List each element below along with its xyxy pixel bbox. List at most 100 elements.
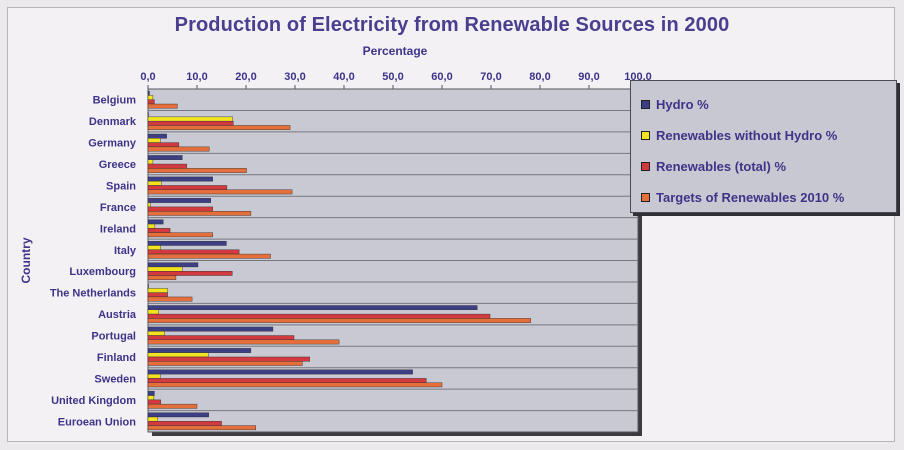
bar	[147, 335, 295, 341]
bar	[147, 138, 161, 143]
bar	[147, 253, 271, 259]
chart-title: Production of Electricity from Renewable…	[174, 14, 730, 36]
legend-label-renewables-without-hydro: Renewables without Hydro %	[656, 128, 838, 143]
bar	[147, 241, 227, 246]
bar	[147, 271, 233, 276]
bar	[147, 219, 164, 225]
legend-label-renewables-total: Renewables (total) %	[656, 159, 787, 174]
bar	[147, 348, 252, 353]
x-tick-label: 20,0	[235, 71, 256, 83]
bar	[147, 378, 427, 383]
bar	[147, 356, 310, 362]
legend-item-renewables-total: Renewables (total) %	[641, 151, 896, 182]
bar	[147, 369, 413, 375]
bar	[147, 228, 171, 233]
x-tick-label: 60,0	[431, 71, 452, 83]
legend-swatch-renewables-total	[641, 162, 650, 171]
x-tick-label: 50,0	[382, 71, 403, 83]
chart-legend: Hydro % Renewables without Hydro % Renew…	[630, 80, 897, 213]
bar	[147, 103, 178, 109]
legend-swatch-renewables-without-hydro	[641, 131, 650, 140]
bar	[147, 180, 162, 186]
bar	[147, 399, 161, 405]
bar	[147, 99, 155, 105]
bar	[147, 163, 187, 169]
category-label: Denmark	[89, 116, 137, 128]
bar	[147, 352, 209, 358]
bar	[147, 116, 233, 122]
bar	[147, 168, 247, 173]
x-tick-label: 90,0	[578, 71, 599, 83]
bar	[147, 223, 156, 229]
bar	[147, 159, 154, 165]
bar	[147, 125, 291, 130]
category-label: United Kingdom	[51, 395, 136, 407]
bar	[147, 95, 154, 100]
legend-item-hydro: Hydro %	[641, 89, 896, 120]
category-label: France	[100, 202, 136, 214]
bar	[147, 275, 177, 280]
category-label: Austria	[98, 309, 137, 321]
bar	[147, 373, 161, 379]
category-label: Finland	[97, 352, 136, 364]
bar	[147, 146, 210, 152]
bar	[147, 120, 234, 126]
bar	[147, 395, 155, 401]
bar	[147, 292, 168, 298]
bar	[147, 262, 199, 268]
bar	[147, 288, 168, 293]
category-label: Italy	[114, 245, 137, 257]
bar	[147, 331, 165, 336]
x-tick-label: 10,0	[186, 71, 207, 83]
x-axis-title: Percentage	[362, 44, 428, 58]
bar	[147, 412, 209, 418]
legend-label-hydro: Hydro %	[656, 97, 709, 112]
category-label: Germany	[88, 138, 137, 150]
legend-label-targets-2010: Targets of Renewables 2010 %	[656, 190, 845, 205]
bar	[147, 202, 151, 208]
bar	[147, 189, 293, 195]
bar	[147, 382, 443, 388]
x-tick-label: 80,0	[529, 71, 550, 83]
category-label: Euroean Union	[58, 416, 137, 428]
bar	[147, 425, 257, 431]
bar	[147, 206, 213, 212]
bar	[147, 266, 183, 272]
category-label: Luxembourg	[69, 266, 136, 278]
bar	[147, 176, 213, 182]
bar	[147, 309, 159, 315]
bar	[147, 305, 478, 311]
category-label: The Netherlands	[50, 288, 136, 300]
bar	[147, 90, 150, 96]
category-label: Spain	[106, 180, 136, 192]
bar	[147, 249, 240, 255]
x-tick-label: 70,0	[480, 71, 501, 83]
bar	[147, 421, 222, 426]
bar	[147, 326, 274, 332]
bar	[147, 155, 183, 160]
legend-item-targets-2010: Targets of Renewables 2010 %	[641, 182, 896, 213]
bar	[147, 198, 211, 203]
bar	[147, 403, 198, 409]
bar	[147, 361, 303, 366]
category-label: Greece	[99, 159, 136, 171]
bar	[147, 313, 491, 319]
x-tick-label: 40,0	[333, 71, 354, 83]
bar	[147, 318, 531, 323]
category-label: Sweden	[94, 373, 136, 385]
bar	[147, 296, 193, 302]
bar	[147, 210, 252, 216]
legend-swatch-targets-2010	[641, 193, 650, 202]
category-label: Belgium	[93, 95, 137, 107]
category-label: Portugal	[91, 331, 136, 343]
bar	[147, 391, 155, 396]
bar	[147, 142, 180, 148]
legend-item-renewables-without-hydro: Renewables without Hydro %	[641, 120, 896, 151]
legend-swatch-hydro	[641, 100, 650, 109]
bar	[147, 232, 213, 238]
bar	[147, 416, 159, 422]
bar	[147, 133, 167, 139]
x-tick-label: 0,0	[140, 71, 155, 83]
bar	[147, 245, 161, 250]
